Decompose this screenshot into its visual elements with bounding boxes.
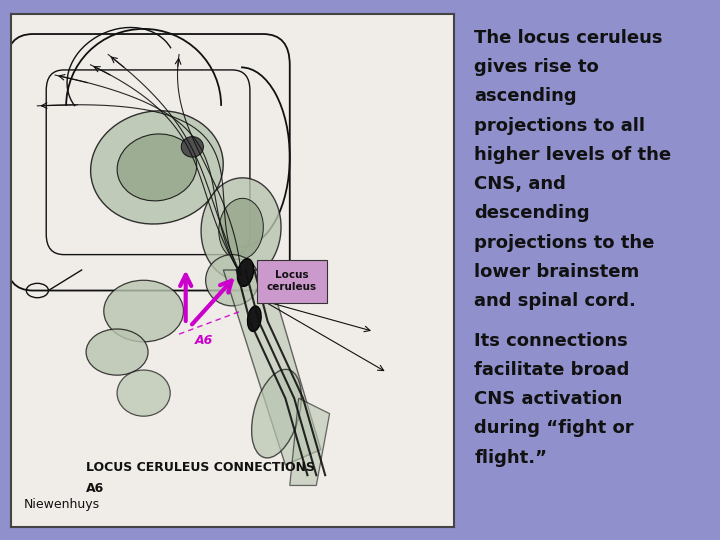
Text: descending: descending (474, 204, 590, 222)
Text: Its connections: Its connections (474, 332, 628, 349)
Ellipse shape (117, 134, 197, 201)
Ellipse shape (248, 306, 261, 332)
Ellipse shape (91, 111, 223, 224)
Ellipse shape (206, 255, 258, 306)
Ellipse shape (251, 369, 302, 458)
Ellipse shape (117, 370, 170, 416)
Text: facilitate broad: facilitate broad (474, 361, 630, 379)
Ellipse shape (238, 259, 253, 286)
Text: higher levels of the: higher levels of the (474, 146, 672, 164)
Text: LOCUS CERULEUS CONNECTIONS: LOCUS CERULEUS CONNECTIONS (86, 461, 315, 474)
Ellipse shape (104, 280, 184, 342)
Text: projections to the: projections to the (474, 234, 654, 252)
Text: and spinal cord.: and spinal cord. (474, 292, 636, 310)
Text: A6: A6 (194, 334, 213, 347)
FancyBboxPatch shape (256, 260, 328, 303)
Text: CNS activation: CNS activation (474, 390, 623, 408)
Text: projections to all: projections to all (474, 117, 645, 134)
Ellipse shape (219, 198, 264, 260)
Polygon shape (289, 399, 330, 485)
Ellipse shape (86, 329, 148, 375)
Text: CNS, and: CNS, and (474, 175, 566, 193)
Ellipse shape (201, 178, 281, 280)
Text: Niewenhuys: Niewenhuys (24, 498, 100, 511)
Text: Locus
ceruleus: Locus ceruleus (267, 271, 317, 292)
Text: gives rise to: gives rise to (474, 58, 599, 76)
Text: lower brainstem: lower brainstem (474, 263, 639, 281)
Text: flight.”: flight.” (474, 449, 547, 467)
Text: during “fight or: during “fight or (474, 419, 634, 437)
Text: The locus ceruleus: The locus ceruleus (474, 29, 663, 47)
Text: A6: A6 (86, 482, 104, 495)
Polygon shape (223, 270, 321, 465)
Ellipse shape (181, 137, 204, 157)
Text: ascending: ascending (474, 87, 577, 105)
